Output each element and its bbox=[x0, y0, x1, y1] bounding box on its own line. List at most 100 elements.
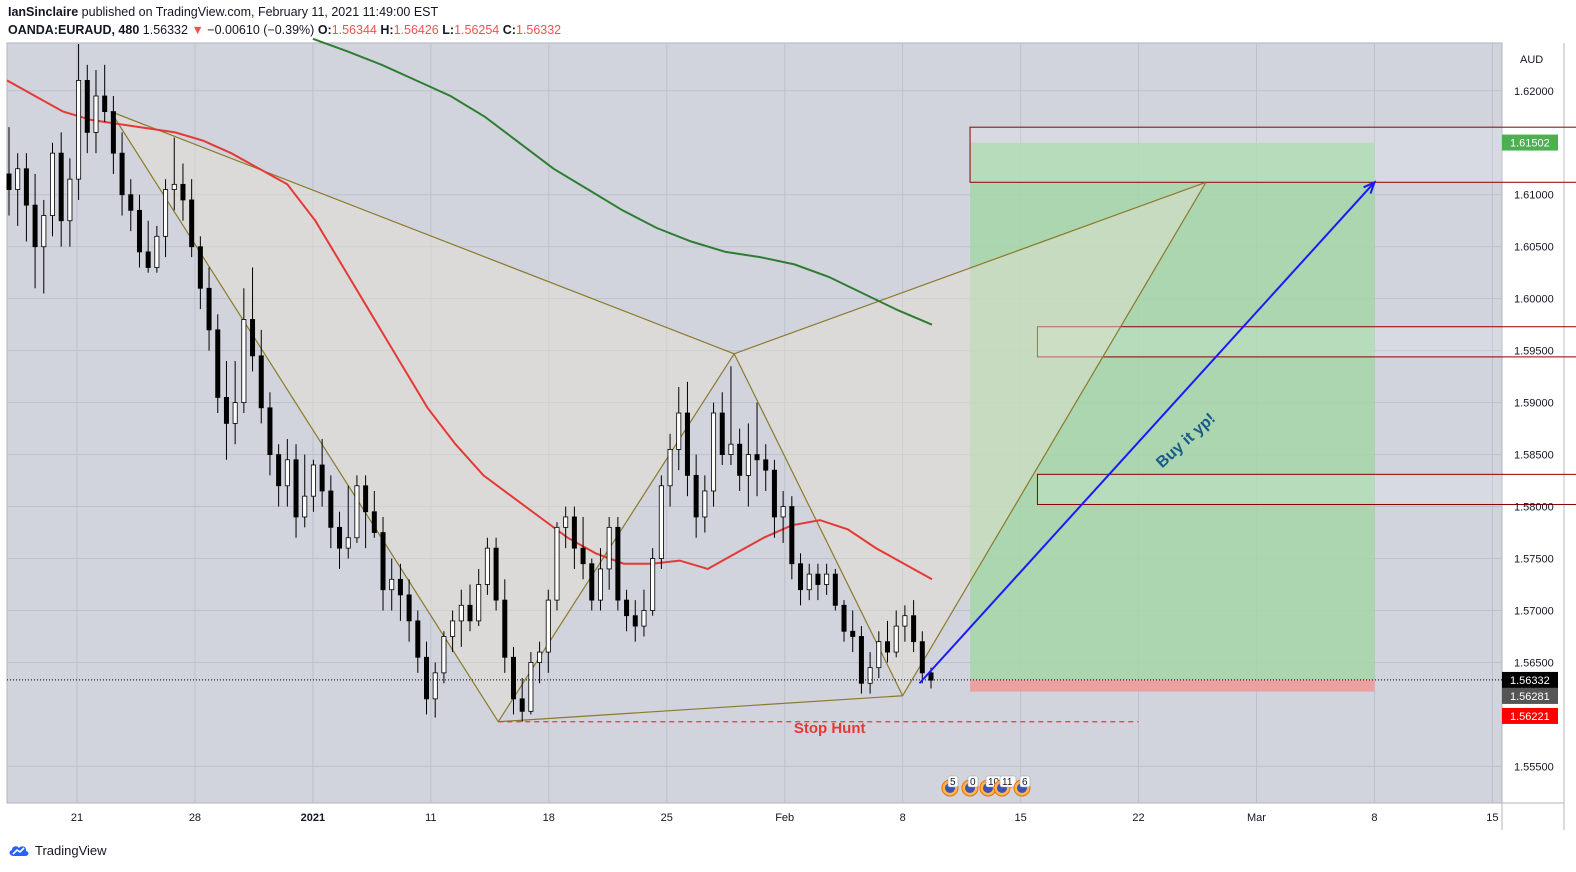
candle-body bbox=[919, 641, 925, 674]
ema-slow-line bbox=[312, 37, 933, 326]
price-label-bg bbox=[1502, 134, 1558, 151]
projection-arrow-line bbox=[918, 181, 1376, 684]
candle-body bbox=[397, 578, 403, 596]
pattern-leg-cd bbox=[902, 181, 1207, 697]
candle-body bbox=[737, 443, 743, 476]
price-tick-label: 1.55500 bbox=[1514, 761, 1554, 773]
candle-body bbox=[250, 319, 256, 357]
event-badge-count-bg bbox=[967, 775, 979, 788]
harmonic-pattern bbox=[110, 111, 1207, 723]
price-label: 1.61502 bbox=[1510, 138, 1550, 150]
time-tick-label: Feb bbox=[775, 812, 794, 824]
stop-zone bbox=[970, 680, 1375, 692]
publish-text: published on TradingView.com, February 1… bbox=[81, 5, 439, 19]
price-tick-label: 1.59000 bbox=[1514, 398, 1554, 410]
candle-body bbox=[885, 641, 891, 653]
candle-body bbox=[824, 573, 830, 585]
moving-averages bbox=[6, 37, 933, 581]
candle-body bbox=[615, 526, 621, 601]
publish-info: IanSinclaire published on TradingView.co… bbox=[8, 5, 438, 19]
candle-body bbox=[641, 610, 647, 627]
open-value: 1.56344 bbox=[331, 23, 377, 37]
candle-body bbox=[893, 625, 899, 653]
candle-body bbox=[519, 698, 525, 712]
candle-body bbox=[258, 355, 264, 409]
event-badge-count-bg bbox=[999, 775, 1017, 788]
candle-body bbox=[232, 402, 238, 424]
candle-body bbox=[545, 599, 551, 653]
candle-body bbox=[93, 95, 99, 133]
pattern-leg-xb bbox=[110, 111, 735, 355]
trade-zones bbox=[969, 126, 1576, 692]
price-label: 1.56221 bbox=[1510, 711, 1550, 723]
event-badge-count: 6 bbox=[1022, 777, 1028, 788]
event-badge-count-bg bbox=[947, 775, 959, 788]
candle-body bbox=[41, 215, 47, 248]
event-badges: 5 0 10 11 6 bbox=[941, 775, 1031, 797]
candle-body bbox=[267, 407, 273, 455]
candle-body bbox=[197, 246, 203, 289]
resistance-box bbox=[1036, 326, 1576, 358]
candle-body bbox=[754, 454, 760, 461]
candle-body bbox=[319, 464, 325, 492]
price-tick-label: 1.57500 bbox=[1514, 554, 1554, 566]
time-tick-label: Mar bbox=[1247, 812, 1266, 824]
price-label-bg bbox=[1502, 707, 1558, 724]
candle-body bbox=[928, 672, 934, 681]
candle-body bbox=[128, 194, 134, 211]
time-tick-label: 8 bbox=[1371, 812, 1377, 824]
ema-fast-line bbox=[6, 79, 933, 581]
candle-body bbox=[302, 495, 308, 518]
candle-body bbox=[858, 636, 864, 684]
low-label: L: bbox=[442, 23, 455, 37]
candle-body bbox=[763, 459, 769, 471]
stop-hunt-annotation: Stop Hunt bbox=[794, 720, 866, 737]
price-label: 1.56281 bbox=[1510, 691, 1550, 703]
candle-body bbox=[293, 459, 299, 518]
tradingview-logo-icon bbox=[9, 845, 29, 856]
candle-body bbox=[154, 235, 160, 268]
time-tick-label: 15 bbox=[1014, 812, 1026, 824]
time-tick-label: 15 bbox=[1486, 812, 1498, 824]
event-badge-count: 5 bbox=[950, 777, 956, 788]
candle-body bbox=[798, 563, 804, 591]
time-tick-label: 11 bbox=[425, 812, 436, 824]
candle-body bbox=[424, 656, 430, 700]
candle-body bbox=[711, 412, 717, 492]
candle-body bbox=[867, 667, 873, 684]
candle-body bbox=[597, 568, 603, 601]
candle-body bbox=[510, 656, 516, 700]
high-label: H: bbox=[380, 23, 394, 37]
candle-body bbox=[180, 183, 186, 201]
candle-body bbox=[563, 516, 569, 528]
candle-body bbox=[67, 178, 73, 222]
price-tick-label: 1.58500 bbox=[1514, 450, 1554, 462]
price-tick-label: 1.60500 bbox=[1514, 242, 1554, 254]
candle-body bbox=[467, 604, 473, 622]
open-label: O: bbox=[317, 23, 332, 37]
author-name[interactable]: IanSinclaire bbox=[8, 5, 79, 19]
candle-body bbox=[537, 651, 543, 663]
candle-body bbox=[110, 111, 116, 154]
candle-body bbox=[415, 620, 421, 658]
candle-body bbox=[728, 443, 734, 455]
symbol-label[interactable]: OANDA:EURAUD, 480 bbox=[8, 23, 140, 37]
price-tick-label: 1.58000 bbox=[1514, 502, 1554, 514]
candle-body bbox=[676, 412, 682, 450]
candle-body bbox=[832, 573, 838, 606]
candle-body bbox=[484, 547, 490, 585]
candle-body bbox=[806, 573, 812, 591]
target-zone bbox=[970, 142, 1375, 681]
footer-brand[interactable]: TradingView bbox=[35, 843, 107, 858]
price-axis-labels: 1.62000 1.61000 1.60500 1.60000 1.59500 1.590… bbox=[1502, 86, 1558, 773]
close-value: 1.56332 bbox=[515, 23, 562, 37]
candle-body bbox=[780, 506, 786, 518]
candle-body bbox=[502, 599, 508, 658]
candle-body bbox=[458, 604, 464, 622]
chart-header: IanSinclaire published on TradingView.co… bbox=[0, 0, 1576, 42]
pattern-leg-bc bbox=[733, 353, 904, 696]
price-tick-label: 1.59500 bbox=[1514, 346, 1554, 358]
candle-body bbox=[571, 516, 577, 549]
candle-body bbox=[693, 474, 699, 518]
